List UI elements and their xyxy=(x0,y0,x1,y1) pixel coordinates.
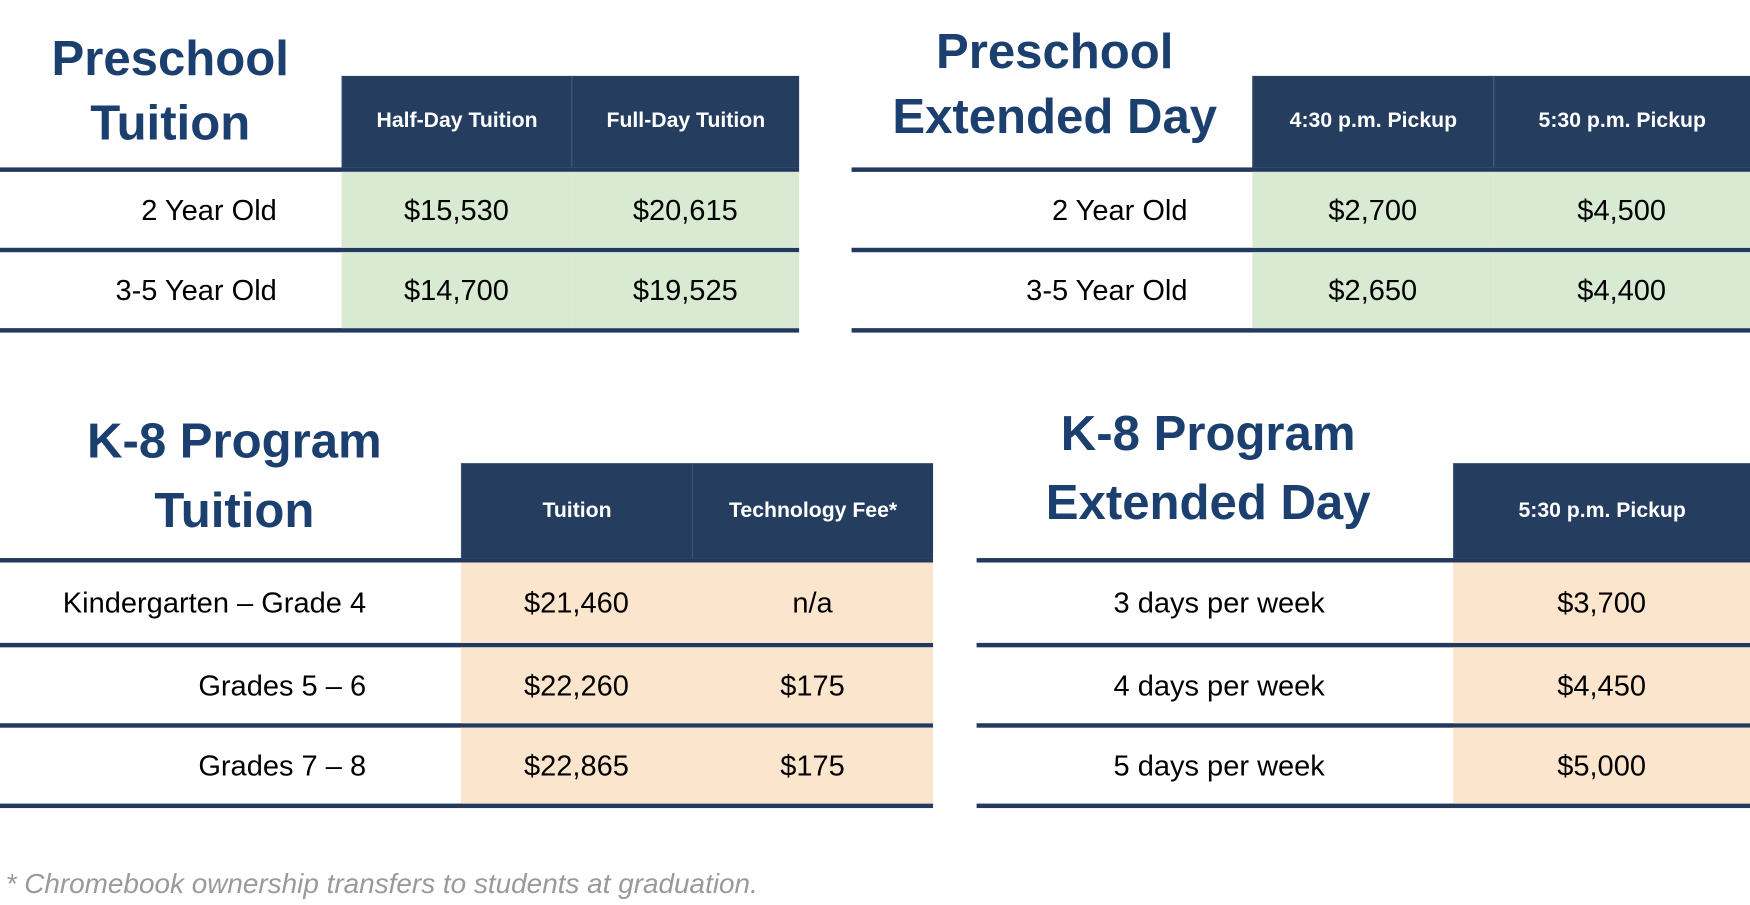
k8-tuition-title: K-8 Program Tuition xyxy=(45,407,424,545)
header-row: Half-Day Tuition Full-Day Tuition xyxy=(0,75,800,172)
price-cell: $19,525 xyxy=(571,252,800,329)
column-header: Technology Fee* xyxy=(691,463,934,559)
price-cell: $14,700 xyxy=(341,252,572,329)
table-row: Grades 7 – 8 $22,865 $175 xyxy=(0,727,934,809)
k8-tuition-table: Tuition Technology Fee* Kindergarten – G… xyxy=(0,463,934,809)
price-cell: $2,700 xyxy=(1252,171,1494,248)
title-line: Extended Day xyxy=(1045,475,1371,531)
table-row: 4 days per week $4,450 xyxy=(976,647,1750,728)
price-cell: $15,530 xyxy=(341,171,572,248)
price-cell: $21,460 xyxy=(460,562,692,643)
fee-cell: n/a xyxy=(691,562,934,643)
row-label: Kindergarten – Grade 4 xyxy=(62,585,367,619)
column-header: Tuition xyxy=(460,463,692,559)
title-line: K-8 Program xyxy=(1060,406,1356,461)
column-header: Half-Day Tuition xyxy=(341,75,572,168)
header-row: Tuition Technology Fee* xyxy=(0,463,934,563)
price-cell: $4,400 xyxy=(1493,252,1750,329)
row-label: 5 days per week xyxy=(1113,748,1325,782)
price-cell: $22,865 xyxy=(460,727,692,804)
table-row: Grades 5 – 6 $22,260 $175 xyxy=(0,647,934,728)
price-cell: $5,000 xyxy=(1453,727,1750,804)
table-row: 5 days per week $5,000 xyxy=(976,727,1750,809)
title-line: Tuition xyxy=(90,95,251,151)
fee-cell: $175 xyxy=(691,647,934,724)
preschool-tuition-table: Half-Day Tuition Full-Day Tuition 2 Year… xyxy=(0,75,800,333)
price-cell: $3,700 xyxy=(1453,562,1750,643)
price-cell: $4,450 xyxy=(1453,647,1750,724)
header-row: 4:30 p.m. Pickup 5:30 p.m. Pickup xyxy=(851,75,1750,172)
fee-cell: $175 xyxy=(691,727,934,804)
footnote: * Chromebook ownership transfers to stud… xyxy=(5,868,758,900)
row-label: Grades 7 – 8 xyxy=(198,748,367,782)
price-cell: $2,650 xyxy=(1252,252,1494,329)
title-line: Extended Day xyxy=(892,89,1218,144)
column-header: 5:30 p.m. Pickup xyxy=(1453,463,1750,559)
k8-extended-title: K-8 Program Extended Day xyxy=(1004,400,1411,538)
title-line: Tuition xyxy=(154,483,315,538)
price-cell: $4,500 xyxy=(1493,171,1750,248)
title-line: K-8 Program xyxy=(87,414,382,469)
row-label: 3-5 Year Old xyxy=(115,272,277,307)
table-row: 2 Year Old $2,700 $4,500 xyxy=(851,171,1750,253)
row-label: 2 Year Old xyxy=(1051,192,1188,227)
table-row: 3 days per week $3,700 xyxy=(976,562,1750,648)
table-row: Kindergarten – Grade 4 $21,460 n/a xyxy=(0,562,934,648)
table-row: 3-5 Year Old $14,700 $19,525 xyxy=(0,252,800,333)
table-row: 2 Year Old $15,530 $20,615 xyxy=(0,171,800,253)
preschool-tuition-title: Preschool Tuition xyxy=(0,27,340,156)
title-line: Preschool xyxy=(935,24,1174,80)
column-header: 4:30 p.m. Pickup xyxy=(1252,75,1494,168)
row-label: Grades 5 – 6 xyxy=(198,667,367,702)
preschool-extended-title: Preschool Extended Day xyxy=(871,20,1239,149)
k8-extended-table: 5:30 p.m. Pickup 3 days per week $3,700 … xyxy=(976,463,1750,809)
column-header: Full-Day Tuition xyxy=(571,75,800,168)
table-row: 3-5 Year Old $2,650 $4,400 xyxy=(851,252,1750,333)
row-label: 3 days per week xyxy=(1113,585,1325,619)
preschool-extended-table: 4:30 p.m. Pickup 5:30 p.m. Pickup 2 Year… xyxy=(851,75,1750,333)
price-cell: $20,615 xyxy=(571,171,800,248)
title-line: Preschool xyxy=(51,31,289,86)
row-label: 3-5 Year Old xyxy=(1026,272,1188,307)
row-label: 2 Year Old xyxy=(141,192,277,227)
row-label: 4 days per week xyxy=(1113,667,1325,702)
column-header: 5:30 p.m. Pickup xyxy=(1493,75,1750,168)
price-cell: $22,260 xyxy=(460,647,692,724)
header-row: 5:30 p.m. Pickup xyxy=(976,463,1750,563)
